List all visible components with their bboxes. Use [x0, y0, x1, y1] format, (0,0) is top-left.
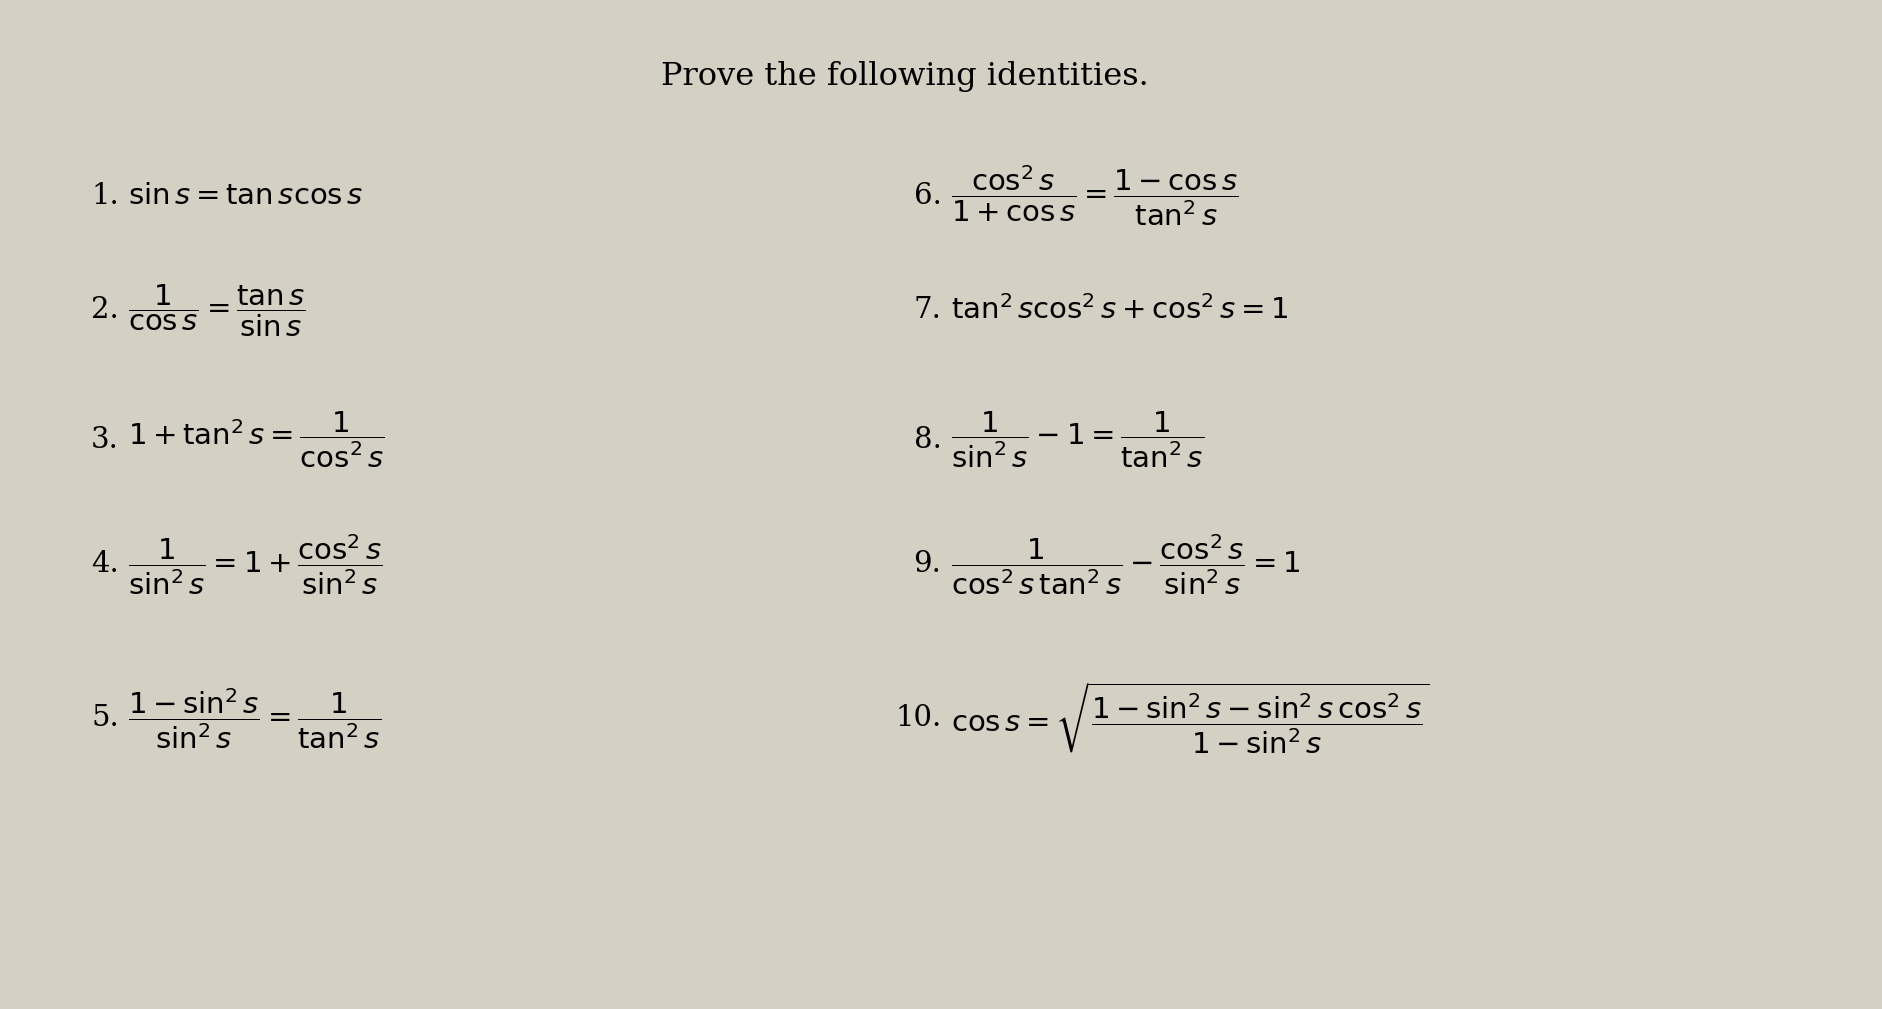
Text: 9.: 9. [913, 550, 941, 578]
Text: 4.: 4. [92, 550, 119, 578]
Text: 2.: 2. [92, 297, 119, 325]
Text: 3.: 3. [90, 426, 119, 454]
Text: $\dfrac{1}{\sin^2 s} = 1 + \dfrac{\cos^2 s}{\sin^2 s}$: $\dfrac{1}{\sin^2 s} = 1 + \dfrac{\cos^2… [128, 532, 382, 596]
Text: 5.: 5. [92, 704, 119, 733]
Text: $\dfrac{1}{\sin^2 s} - 1 = \dfrac{1}{\tan^2 s}$: $\dfrac{1}{\sin^2 s} - 1 = \dfrac{1}{\ta… [950, 410, 1203, 470]
Text: 1.: 1. [92, 182, 119, 210]
Text: $\tan^2 s \cos^2 s + \cos^2 s = 1$: $\tan^2 s \cos^2 s + \cos^2 s = 1$ [950, 296, 1287, 326]
Text: $\dfrac{1 - \sin^2 s}{\sin^2 s} = \dfrac{1}{\tan^2 s}$: $\dfrac{1 - \sin^2 s}{\sin^2 s} = \dfrac… [128, 686, 382, 751]
Text: 8.: 8. [913, 426, 941, 454]
Text: $1 + \tan^2 s = \dfrac{1}{\cos^2 s}$: $1 + \tan^2 s = \dfrac{1}{\cos^2 s}$ [128, 410, 386, 470]
Text: $\sin s = \tan s \cos s$: $\sin s = \tan s \cos s$ [128, 182, 363, 210]
Text: $\cos s = \sqrt{\dfrac{1 - \sin^2 s - \sin^2 s\,\cos^2 s}{1 - \sin^2 s}}$: $\cos s = \sqrt{\dfrac{1 - \sin^2 s - \s… [950, 681, 1428, 757]
Text: $\dfrac{1}{\cos s} = \dfrac{\tan s}{\sin s}$: $\dfrac{1}{\cos s} = \dfrac{\tan s}{\sin… [128, 283, 307, 338]
Text: $\dfrac{1}{\cos^2 s\, \tan^2 s} - \dfrac{\cos^2 s}{\sin^2 s} = 1$: $\dfrac{1}{\cos^2 s\, \tan^2 s} - \dfrac… [950, 532, 1299, 596]
Text: Prove the following identities.: Prove the following identities. [661, 62, 1148, 92]
Text: $\dfrac{\cos^2 s}{1 + \cos s} = \dfrac{1 - \cos s}{\tan^2 s}$: $\dfrac{\cos^2 s}{1 + \cos s} = \dfrac{1… [950, 163, 1238, 228]
Text: 7.: 7. [913, 297, 941, 325]
Text: 6.: 6. [913, 182, 941, 210]
Text: 10.: 10. [894, 704, 941, 733]
